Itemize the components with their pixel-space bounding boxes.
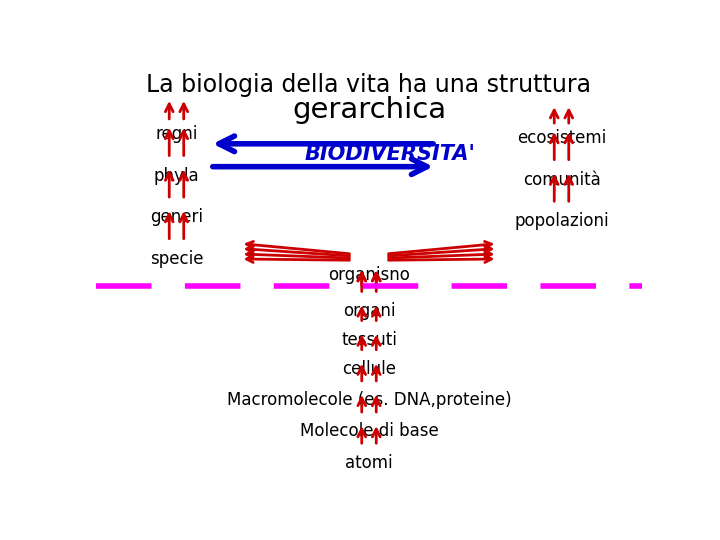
Text: atomi: atomi: [345, 454, 393, 471]
Text: tessuti: tessuti: [341, 331, 397, 349]
Text: organi: organi: [343, 302, 395, 320]
Text: regni: regni: [156, 125, 198, 143]
Text: Molecole di base: Molecole di base: [300, 422, 438, 441]
Text: gerarchica: gerarchica: [292, 96, 446, 124]
Text: ecosistemi: ecosistemi: [517, 129, 606, 147]
Text: popolazioni: popolazioni: [514, 212, 609, 231]
Text: La biologia della vita ha una struttura: La biologia della vita ha una struttura: [146, 73, 592, 97]
Text: comunità: comunità: [523, 171, 600, 189]
Text: specie: specie: [150, 250, 203, 268]
Text: generi: generi: [150, 208, 203, 226]
Text: phyla: phyla: [153, 167, 199, 185]
Text: Macromolecole (es. DNA,proteine): Macromolecole (es. DNA,proteine): [227, 391, 511, 409]
Text: organisno: organisno: [328, 266, 410, 285]
Text: cellule: cellule: [342, 360, 396, 378]
Text: BIODIVERSITA': BIODIVERSITA': [305, 144, 476, 164]
